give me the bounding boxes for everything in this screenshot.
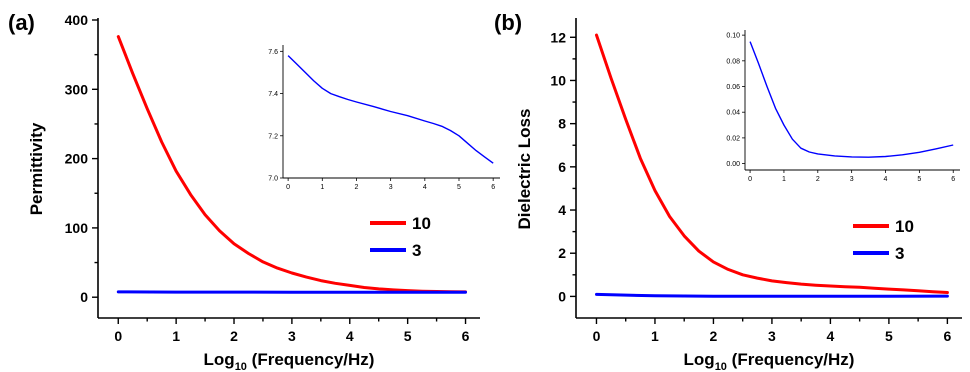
y-tick-label: 8 (558, 116, 566, 132)
x-tick-label: 4 (827, 328, 835, 344)
x-axis-title: Log10 (Frequency/Hz) (204, 350, 375, 372)
inset: 0 1 2 3 4 5 6 7.0 7.2 7.4 7.6 (268, 45, 500, 191)
inset: 0 1 2 3 4 5 6 0.00 0.02 0.04 0.06 0.08 0.10 (726, 30, 960, 183)
legend-label-10: 10 (412, 214, 431, 233)
inset-x-tick-label: 0 (286, 184, 290, 191)
inset-y-tick-label: 7.0 (268, 176, 278, 183)
x-tick-label: 3 (768, 328, 776, 344)
x-axis-title-main: Log (684, 350, 715, 369)
inset-y-tick-label: 0.10 (726, 33, 740, 40)
inset-x-tick-label: 6 (951, 176, 955, 183)
y-tick-label: 200 (65, 151, 89, 167)
inset-x-tick-label: 0 (748, 176, 752, 183)
inset-y-tick-label: 0.02 (726, 135, 740, 142)
inset-x-tick-label: 6 (491, 184, 495, 191)
x-tick-label: 6 (462, 328, 470, 344)
x-axis-title-sub: 10 (235, 361, 247, 372)
legend-label-3: 3 (412, 241, 421, 260)
legend-label-10: 10 (895, 217, 914, 236)
x-tick-label: 2 (710, 328, 718, 344)
x-axis-title-sub: 10 (715, 361, 727, 372)
x-tick-label: 1 (172, 328, 180, 344)
y-tick-label: 400 (65, 12, 89, 28)
x-axis-title-rest: (Frequency/Hz) (247, 350, 375, 369)
inset-x-tick-label: 1 (782, 176, 786, 183)
y-tick-label: 10 (550, 72, 566, 88)
inset-y-tick-label: 0.04 (726, 110, 740, 117)
inset-y-tick-label: 7.6 (268, 49, 278, 56)
inset-x-tick-label: 3 (850, 176, 854, 183)
y-axis-title: Permittivity (27, 122, 46, 215)
inset-y-tick-label: 7.4 (268, 91, 278, 98)
x-tick-label: 5 (885, 328, 893, 344)
series-line-10 (116, 35, 467, 294)
x-tick-label: 0 (593, 328, 601, 344)
inset-x-tick-label: 4 (884, 176, 888, 183)
y-tick-label: 0 (80, 289, 88, 305)
inset-x-tick-label: 1 (320, 184, 324, 191)
inset-x-tick-label: 2 (816, 176, 820, 183)
legend-label-3: 3 (895, 244, 904, 263)
inset-x-tick-label: 5 (917, 176, 921, 183)
x-tick-label: 6 (943, 328, 951, 344)
inset-y-tick-label: 7.2 (268, 133, 278, 140)
y-axis-title: Dielectric Loss (515, 109, 534, 230)
series-line-10 (595, 33, 949, 294)
x-tick-label: 4 (346, 328, 354, 344)
x-tick-label: 3 (288, 328, 296, 344)
x-axis-title-rest: (Frequency/Hz) (727, 350, 855, 369)
inset-x-tick-label: 5 (457, 184, 461, 191)
inset-y-tick-label: 0.00 (726, 161, 740, 168)
y-tick-label: 4 (558, 202, 566, 218)
x-axis-title: Log10 (Frequency/Hz) (684, 350, 855, 372)
y-tick-label: 6 (558, 159, 566, 175)
y-tick-label: 0 (558, 288, 566, 304)
y-tick-label: 100 (65, 220, 89, 236)
y-tick-label: 2 (558, 245, 566, 261)
x-axis-title-main: Log (204, 350, 235, 369)
x-tick-label: 5 (404, 328, 412, 344)
series-line-3 (595, 292, 949, 298)
panel-label: (a) (8, 10, 35, 35)
inset-y-tick-label: 0.08 (726, 58, 740, 65)
x-tick-label: 1 (651, 328, 659, 344)
y-tick-label: 12 (550, 29, 566, 45)
inset-x-tick-label: 2 (355, 184, 359, 191)
x-tick-label: 2 (230, 328, 238, 344)
panel-label: (b) (494, 10, 522, 35)
inset-series-line (749, 41, 954, 158)
inset-x-tick-label: 3 (389, 184, 393, 191)
inset-series-line (287, 55, 494, 164)
inset-y-tick-label: 0.06 (726, 84, 740, 91)
x-tick-label: 0 (114, 328, 122, 344)
y-tick-label: 300 (65, 81, 89, 97)
inset-x-tick-label: 4 (423, 184, 427, 191)
